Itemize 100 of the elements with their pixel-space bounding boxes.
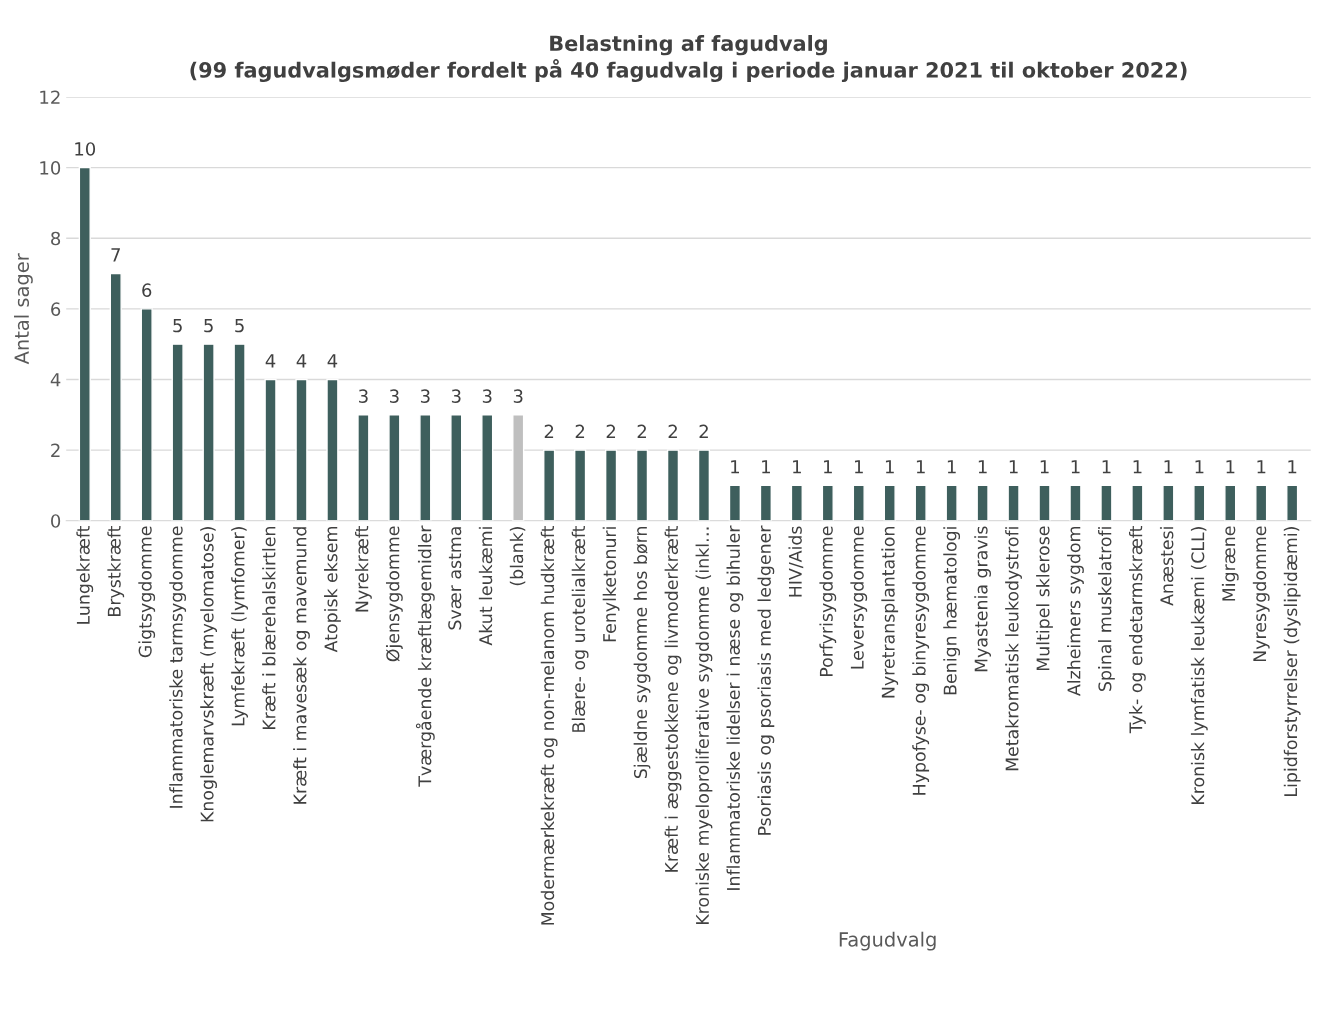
data-label: 1 [731,460,739,474]
bar [914,484,927,521]
data-label: 3 [420,389,430,403]
bar [821,484,834,521]
x-tick-label: (blank) [509,527,526,586]
bar [728,484,742,521]
bar [1100,484,1113,521]
bar [140,308,153,521]
bar [945,484,958,521]
x-tick-label: Akut leukæmi [478,527,493,646]
bar [1131,484,1144,521]
x-tick-label: Kronisk lymfatisk leukæmi (CLL) [1190,527,1208,804]
x-tick-label: Blære- og urotelialkræft [571,525,589,732]
bar [790,484,803,521]
data-label: 4 [327,354,338,368]
bar [1255,484,1268,521]
bar [78,166,91,521]
data-label: 4 [296,354,307,368]
data-label: 7 [111,248,120,262]
data-label: 1 [885,460,894,474]
data-label: 1 [1257,460,1266,474]
x-tick-label: Migræne [1221,526,1239,601]
x-tick-label: Lipidforstyrrelser (dyslipidæmi) [1283,527,1301,796]
bar [171,343,184,521]
data-label: 3 [482,389,492,403]
bar [357,414,370,521]
data-label: 2 [606,424,616,438]
bar [264,378,277,521]
data-label: 1 [1226,460,1235,474]
x-tick-label: Porfyrisygdomme [819,526,837,676]
x-tick-label: Inflammatoriske tarmsygdomme [169,526,187,808]
bar [883,484,896,521]
data-label: 5 [173,318,182,333]
bar [697,449,711,521]
x-tick-label: Multipel sklerose [1036,526,1053,671]
x-tick-label: Tværgående kræftlægemidler [415,525,435,787]
x-tick-label: Sjældne sygdomme hos børn [633,527,651,779]
bar [295,378,308,521]
data-label: 2 [668,424,677,438]
data-label: 1 [1288,460,1297,474]
bar [976,484,989,521]
bar [450,414,463,521]
data-label: 4 [265,354,276,368]
x-tick-label: Atopisk eksem [324,527,341,653]
x-axis-title: Fagudvalg [839,931,936,951]
data-label: 1 [793,460,801,474]
data-label: 3 [359,389,368,403]
bar [1007,484,1020,521]
data-label: 1 [824,460,832,474]
y-axis-title: Antal sager [13,253,33,365]
bar [1162,484,1175,521]
bar [759,484,772,521]
bar [202,343,215,521]
x-tick-label: HIV/Aids [788,526,804,597]
data-label: 1 [978,460,987,474]
x-tick-label: Nyresygdomme [1252,526,1270,662]
data-label: 3 [390,389,399,403]
x-tick-label: Knoglemarvskræft (myelomatose) [200,527,218,822]
y-tick-label: 8 [51,231,61,246]
data-label: 1 [762,460,770,474]
bar [852,484,865,521]
bar [233,343,246,521]
x-tick-label: Psoriasis og psoriasis med ledgener [757,525,775,835]
bar [512,414,525,521]
x-tick-label: Kræft i blærehalskirtlen [262,527,276,730]
data-label: 1 [1009,460,1018,474]
bar [1069,484,1082,521]
x-tick-label: Modermærkekræft og non-melanom hudkræft [540,525,558,925]
data-label: 6 [142,283,152,298]
data-label: 1 [1195,460,1204,474]
bar [388,414,401,521]
x-tick-label: Nyretransplantation [881,527,899,698]
x-tick-label: Myastenia gravis [974,526,991,672]
y-tick-label: 0 [51,514,61,528]
x-tick-label: Tyk- og endetarmskræft [1128,525,1146,734]
data-label: 3 [451,389,461,403]
chart-title: Belastning af fagudvalg (99 fagudvalgsmøder fordelt på 40 fagudvalg i periode januar 2021 til oktober 2022) [190,35,1187,83]
x-tick-label: Kroniske myeloproliferative sygdomme (inkl… [695,527,713,924]
data-label: 1 [916,460,925,474]
x-tick-label: Nyrekræft [355,525,372,612]
bar [635,449,649,521]
y-tick-label: 12 [40,90,60,104]
data-label: 1 [1164,460,1173,474]
data-label: 5 [235,318,244,333]
x-tick-label: Benign hæmatologi [943,527,961,695]
data-label: 1 [1102,460,1111,474]
x-tick-label: Fenylketonuri [602,527,620,642]
data-label: 5 [204,318,213,333]
data-label: 1 [1040,460,1049,474]
bar [419,414,432,521]
bar [543,449,556,521]
x-tick-label: Leversygdomme [850,526,868,669]
x-tick-label: Hypofyse- og binyresygdomme [912,526,930,795]
bar [604,449,618,521]
bar [481,414,494,521]
y-tick-label: 10 [40,161,61,175]
y-tick-label: 2 [51,443,60,457]
data-label: 3 [513,389,523,403]
x-tick-label: Kræft i mavesæk og mavemund [293,527,310,804]
data-label: 1 [1133,460,1142,474]
